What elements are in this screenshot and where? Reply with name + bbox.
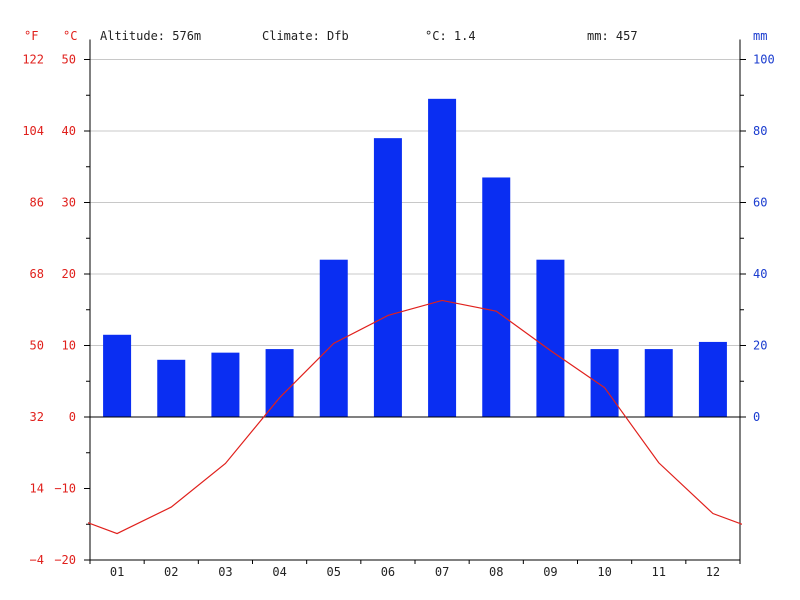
precip-tick-label: 100 (753, 53, 775, 67)
celsius-tick-label: 10 (62, 339, 76, 353)
precip-tick-label: 40 (753, 267, 767, 281)
precip-tick-label: 0 (753, 410, 760, 424)
precip-bar (428, 98, 457, 417)
fahrenheit-tick-label: 86 (30, 196, 44, 210)
precip-bar (590, 349, 619, 417)
fahrenheit-tick-label: 68 (30, 267, 44, 281)
temp-average-label: °C: 1.4 (425, 29, 476, 43)
month-tick-label: 12 (706, 565, 720, 579)
precip-bar (103, 334, 132, 417)
tick-label-layer: 50403020100−10−201221048668503214−410080… (22, 53, 774, 580)
month-tick-label: 09 (543, 565, 557, 579)
precip-bar (157, 359, 186, 417)
month-tick-label: 01 (110, 565, 124, 579)
precip-bar (698, 341, 727, 417)
fahrenheit-tick-label: 104 (22, 124, 44, 138)
month-tick-label: 04 (272, 565, 286, 579)
month-tick-label: 02 (164, 565, 178, 579)
precip-tick-label: 80 (753, 124, 767, 138)
month-tick-label: 08 (489, 565, 503, 579)
precip-tick-label: 20 (753, 339, 767, 353)
celsius-tick-label: 20 (62, 267, 76, 281)
fahrenheit-tick-label: 32 (30, 410, 44, 424)
precip-bar (373, 138, 402, 417)
precip-bar (265, 349, 294, 417)
fahrenheit-tick-label: 122 (22, 53, 44, 67)
month-tick-label: 05 (327, 565, 341, 579)
precip-tick-label: 60 (753, 196, 767, 210)
climate-label: Climate: Dfb (262, 29, 349, 43)
grid-layer (90, 59, 740, 346)
celsius-tick-label: 40 (62, 124, 76, 138)
precipitation-bars (103, 98, 727, 417)
fahrenheit-tick-label: −4 (30, 553, 44, 567)
month-tick-label: 11 (652, 565, 666, 579)
altitude-label: Altitude: 576m (100, 29, 201, 43)
fahrenheit-tick-label: 14 (30, 482, 44, 496)
precip-bar (211, 352, 240, 417)
axis-layer (84, 39, 746, 564)
temperature-line (88, 299, 742, 535)
celsius-tick-label: 30 (62, 196, 76, 210)
fahrenheit-unit-label: °F (24, 29, 38, 43)
temperature-line-layer (88, 299, 742, 535)
precip-bar (482, 177, 511, 417)
celsius-tick-label: −10 (54, 482, 76, 496)
precip-bar (536, 259, 565, 417)
celsius-tick-label: −20 (54, 553, 76, 567)
celsius-tick-label: 0 (69, 410, 76, 424)
celsius-tick-label: 50 (62, 53, 76, 67)
precip-unit-label: mm (753, 29, 767, 43)
month-tick-label: 06 (381, 565, 395, 579)
precip-bar (644, 349, 673, 417)
month-tick-label: 03 (218, 565, 232, 579)
celsius-unit-label: °C (63, 29, 77, 43)
month-tick-label: 07 (435, 565, 449, 579)
month-tick-label: 10 (597, 565, 611, 579)
precip-total-label: mm: 457 (587, 29, 638, 43)
fahrenheit-tick-label: 50 (30, 339, 44, 353)
